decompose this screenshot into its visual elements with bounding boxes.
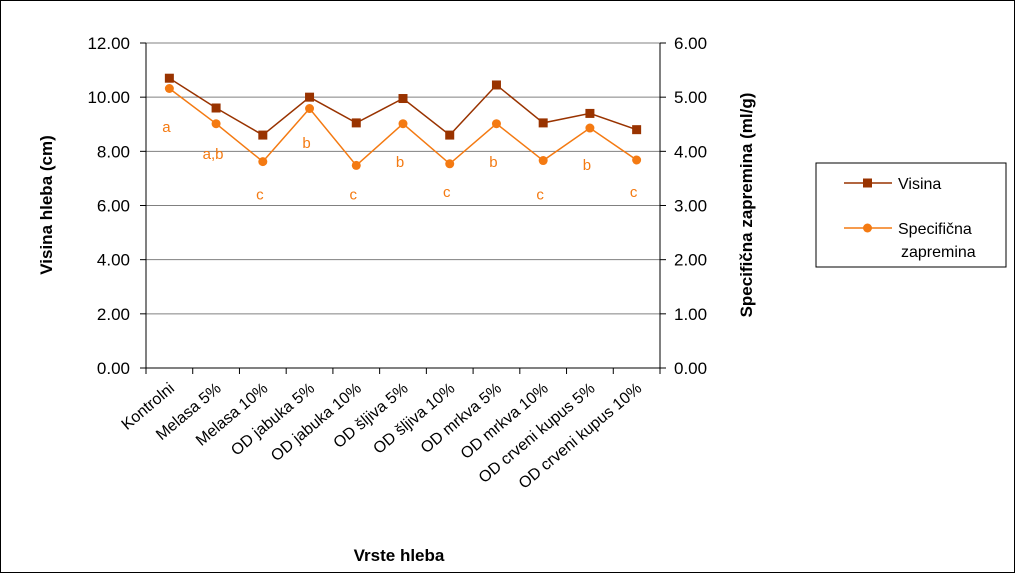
x-category-label: OD šljiva 10% xyxy=(370,380,458,458)
y-tick-label-right: 1.00 xyxy=(674,305,707,324)
data-point-specificna xyxy=(491,119,501,129)
data-point-specificna xyxy=(398,119,408,129)
y-tick-label-left: 0.00 xyxy=(97,359,130,378)
data-point-visina xyxy=(211,103,221,113)
legend: Visina Specifična zapremina xyxy=(815,162,1007,268)
gridlines xyxy=(146,42,660,315)
y-tick-label-right: 3.00 xyxy=(674,197,707,216)
data-point-specificna xyxy=(632,155,642,165)
legend-label-specificna-line2: zapremina xyxy=(901,244,976,261)
y-tick-label-right: 5.00 xyxy=(674,88,707,107)
significance-label: a xyxy=(162,119,171,136)
significance-label: b xyxy=(583,157,591,174)
data-point-specificna xyxy=(585,123,595,133)
legend-marker-visina xyxy=(863,178,872,188)
data-point-specificna xyxy=(258,157,268,167)
y-tick-label-left: 8.00 xyxy=(97,142,130,161)
legend-label-visina: Visina xyxy=(898,176,941,193)
significance-label: b xyxy=(396,154,404,171)
y-tick-label-right: 2.00 xyxy=(674,251,707,270)
data-point-specificna xyxy=(538,156,548,166)
legend-label-specificna-line1: Specifična xyxy=(898,221,972,238)
significance-label: c xyxy=(350,187,358,204)
data-point-visina xyxy=(351,118,361,128)
y-tick-label-left: 4.00 xyxy=(97,251,130,270)
data-point-specificna xyxy=(445,159,455,169)
significance-label: a,b xyxy=(203,146,224,163)
series-group xyxy=(164,73,642,170)
data-point-visina xyxy=(258,130,268,140)
y-ticks-right: 0.00 1.00 2.00 3.00 4.00 5.00 6.00 xyxy=(660,34,707,378)
legend-marker-specificna xyxy=(863,223,872,233)
data-point-specificna xyxy=(211,119,221,129)
significance-label: c xyxy=(443,184,451,201)
y-ticks-left: 0.00 2.00 4.00 6.00 8.00 10.00 12.00 xyxy=(87,34,146,378)
data-point-visina xyxy=(491,80,501,90)
data-point-specificna xyxy=(164,84,174,93)
y-axis-left-title: Visina hleba (cm) xyxy=(37,135,56,275)
data-point-specificna xyxy=(305,104,315,114)
y-tick-label-left: 6.00 xyxy=(97,197,130,216)
data-point-visina xyxy=(538,118,548,128)
significance-label: c xyxy=(630,184,638,201)
y-tick-label-right: 4.00 xyxy=(674,142,707,161)
significance-label: c xyxy=(536,187,544,204)
x-axis-title: Vrste hleba xyxy=(354,546,445,565)
legend-box xyxy=(815,162,1007,268)
significance-label: c xyxy=(256,187,264,204)
data-point-visina xyxy=(445,130,455,140)
significance-label: b xyxy=(302,135,310,152)
significance-annotations: a a,b c b c b c b c b c xyxy=(162,119,638,204)
y-tick-label-right: 0.00 xyxy=(674,359,707,378)
data-point-specificna xyxy=(351,160,361,170)
data-point-visina xyxy=(398,94,408,104)
data-point-visina xyxy=(585,108,595,118)
data-point-visina xyxy=(305,92,315,102)
y-axis-right-title: Specifična zapremina (ml/g) xyxy=(737,93,756,318)
significance-label: b xyxy=(489,154,497,171)
y-tick-label-left: 12.00 xyxy=(87,34,130,53)
y-tick-label-left: 2.00 xyxy=(97,305,130,324)
y-tick-label-left: 10.00 xyxy=(87,88,130,107)
data-point-visina xyxy=(164,73,174,83)
y-tick-label-right: 6.00 xyxy=(674,34,707,53)
data-point-visina xyxy=(632,125,642,135)
